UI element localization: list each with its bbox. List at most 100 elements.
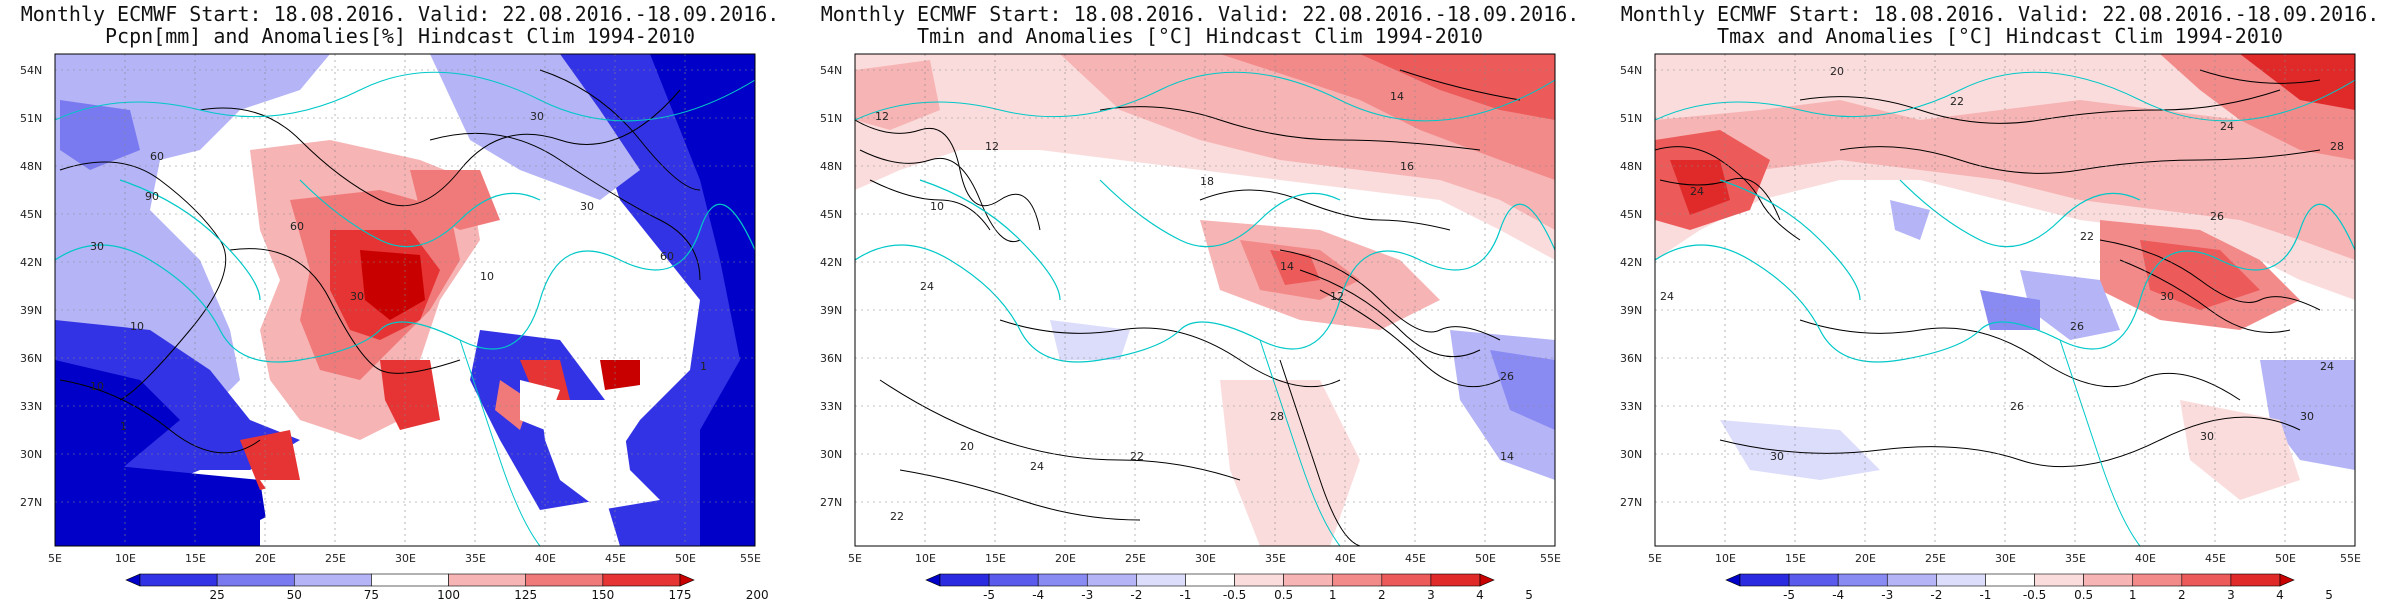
colorbar-segment xyxy=(1739,573,1790,587)
svg-text:54N: 54N xyxy=(820,64,842,77)
colorbar-arrow-low xyxy=(1725,573,1741,587)
svg-text:39N: 39N xyxy=(820,304,842,317)
svg-text:27N: 27N xyxy=(820,496,842,509)
colorbar-label: 75 xyxy=(364,588,379,600)
colorbar-label: -1 xyxy=(1179,588,1191,600)
svg-text:40E: 40E xyxy=(1335,552,1356,565)
svg-text:45E: 45E xyxy=(1405,552,1426,565)
svg-text:10: 10 xyxy=(480,270,494,283)
colorbar-segment xyxy=(1185,573,1235,587)
colorbar-segment xyxy=(293,573,372,587)
colorbar-label: 200 xyxy=(746,588,769,600)
svg-text:24: 24 xyxy=(1030,460,1044,473)
svg-text:90: 90 xyxy=(145,190,159,203)
svg-text:42N: 42N xyxy=(820,256,842,269)
colorbar-segment xyxy=(139,573,218,587)
svg-text:30: 30 xyxy=(350,290,364,303)
svg-text:16: 16 xyxy=(1400,160,1414,173)
svg-text:25E: 25E xyxy=(1925,552,1946,565)
colorbar-label: -0.5 xyxy=(2023,588,2046,600)
svg-text:1: 1 xyxy=(700,360,707,373)
svg-text:42N: 42N xyxy=(1620,256,1642,269)
colorbar-label: 2 xyxy=(1378,588,1386,600)
precip-title-line2: Pcpn[mm] and Anomalies[%] Hindcast Clim … xyxy=(104,24,695,48)
svg-text:20: 20 xyxy=(960,440,974,453)
svg-text:40E: 40E xyxy=(2135,552,2156,565)
svg-text:10E: 10E xyxy=(1715,552,1736,565)
colorbar-label: -2 xyxy=(1130,588,1142,600)
colorbar-label: 100 xyxy=(437,588,460,600)
colorbar-label: 25 xyxy=(210,588,225,600)
svg-text:30: 30 xyxy=(580,200,594,213)
svg-text:60: 60 xyxy=(660,250,674,263)
svg-text:15E: 15E xyxy=(185,552,206,565)
svg-text:24: 24 xyxy=(2220,120,2234,133)
colorbar-segment xyxy=(2132,573,2183,587)
colorbar-segment xyxy=(1136,573,1186,587)
tmin-lat-ticks: 54N 51N 48N 45N 42N 39N 36N 33N 30N 27N xyxy=(820,64,842,509)
svg-text:39N: 39N xyxy=(1620,304,1642,317)
svg-text:45N: 45N xyxy=(1620,208,1642,221)
svg-text:33N: 33N xyxy=(1620,400,1642,413)
colorbar-segment xyxy=(1332,573,1383,587)
colorbar-label: -2 xyxy=(1930,588,1942,600)
tmax-lat-ticks: 54N 51N 48N 45N 42N 39N 36N 33N 30N 27N xyxy=(1620,64,1642,509)
colorbar-segment xyxy=(1283,573,1334,587)
svg-text:30: 30 xyxy=(1770,450,1784,463)
svg-text:45E: 45E xyxy=(2205,552,2226,565)
svg-text:5E: 5E xyxy=(848,552,862,565)
svg-text:12: 12 xyxy=(1330,290,1344,303)
colorbar-segment xyxy=(2230,573,2281,587)
colorbar-segment xyxy=(1234,573,1284,587)
svg-text:30: 30 xyxy=(2200,430,2214,443)
svg-text:27N: 27N xyxy=(20,496,42,509)
tmin-title-line2: Tmin and Anomalies [°C] Hindcast Clim 19… xyxy=(917,24,1483,48)
colorbar-label: -3 xyxy=(1081,588,1093,600)
tmax-panel: Monthly ECMWF Start: 18.08.2016. Valid: … xyxy=(1600,0,2400,600)
svg-text:60: 60 xyxy=(150,150,164,163)
svg-text:26: 26 xyxy=(2010,400,2024,413)
svg-text:30E: 30E xyxy=(1995,552,2016,565)
colorbar-segment xyxy=(1381,573,1432,587)
svg-text:30: 30 xyxy=(2300,410,2314,423)
svg-text:10: 10 xyxy=(90,380,104,393)
colorbar-label: -5 xyxy=(983,588,995,600)
colorbar-segment xyxy=(216,573,295,587)
colorbar-label: 150 xyxy=(591,588,614,600)
colorbar-segment xyxy=(939,573,990,587)
svg-text:36N: 36N xyxy=(20,352,42,365)
colorbar-label: 125 xyxy=(514,588,537,600)
colorbar-label: 1 xyxy=(2129,588,2137,600)
svg-text:42N: 42N xyxy=(20,256,42,269)
colorbar-label: -0.5 xyxy=(1223,588,1246,600)
colorbar-label: 3 xyxy=(1427,588,1435,600)
colorbar-segment xyxy=(371,573,449,587)
svg-text:12: 12 xyxy=(875,110,889,123)
svg-text:20: 20 xyxy=(1830,65,1844,78)
svg-text:14: 14 xyxy=(1390,90,1404,103)
colorbar-label: 5 xyxy=(1525,588,1533,600)
colorbar-segment xyxy=(1430,573,1481,587)
svg-text:5E: 5E xyxy=(1648,552,1662,565)
colorbar-segment xyxy=(1037,573,1088,587)
svg-text:45E: 45E xyxy=(605,552,626,565)
svg-text:22: 22 xyxy=(1130,450,1144,463)
svg-text:36N: 36N xyxy=(820,352,842,365)
svg-text:30N: 30N xyxy=(20,448,42,461)
svg-text:30: 30 xyxy=(2160,290,2174,303)
colorbar-label: -5 xyxy=(1783,588,1795,600)
svg-text:51N: 51N xyxy=(820,112,842,125)
svg-text:10: 10 xyxy=(130,320,144,333)
svg-text:18: 18 xyxy=(1200,175,1214,188)
svg-text:20E: 20E xyxy=(1055,552,1076,565)
svg-text:55E: 55E xyxy=(740,552,761,565)
svg-text:35E: 35E xyxy=(2065,552,2086,565)
svg-text:15E: 15E xyxy=(985,552,1006,565)
svg-text:48N: 48N xyxy=(20,160,42,173)
svg-text:24: 24 xyxy=(1660,290,1674,303)
colorbar-label: -4 xyxy=(1032,588,1044,600)
svg-text:22: 22 xyxy=(2080,230,2094,243)
tmax-title-line2: Tmax and Anomalies [°C] Hindcast Clim 19… xyxy=(1717,24,2283,48)
svg-text:15E: 15E xyxy=(1785,552,1806,565)
colorbar-label: 0.5 xyxy=(2074,588,2093,600)
